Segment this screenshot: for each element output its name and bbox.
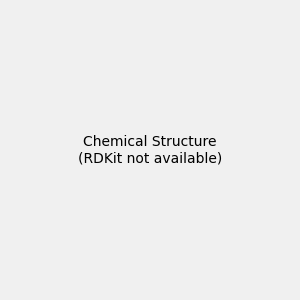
- Text: Chemical Structure
(RDKit not available): Chemical Structure (RDKit not available): [78, 135, 222, 165]
